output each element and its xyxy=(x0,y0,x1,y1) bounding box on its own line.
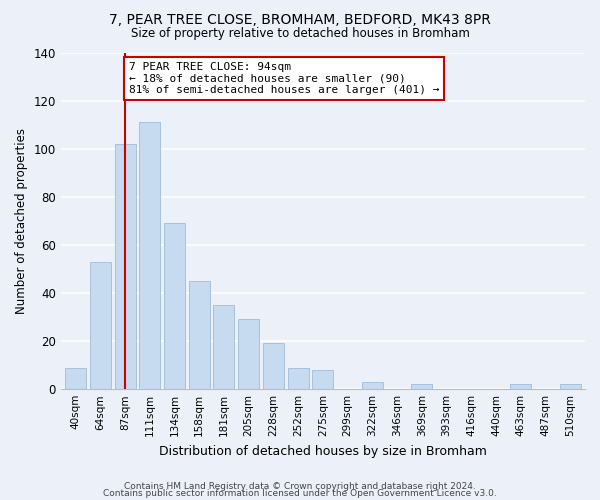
Bar xyxy=(287,368,308,389)
Bar xyxy=(214,305,235,389)
X-axis label: Distribution of detached houses by size in Bromham: Distribution of detached houses by size … xyxy=(159,444,487,458)
Text: 7 PEAR TREE CLOSE: 94sqm
← 18% of detached houses are smaller (90)
81% of semi-d: 7 PEAR TREE CLOSE: 94sqm ← 18% of detach… xyxy=(129,62,439,96)
Bar xyxy=(411,384,433,389)
Bar xyxy=(362,382,383,389)
Bar xyxy=(65,368,86,389)
Bar xyxy=(263,344,284,389)
Text: 7, PEAR TREE CLOSE, BROMHAM, BEDFORD, MK43 8PR: 7, PEAR TREE CLOSE, BROMHAM, BEDFORD, MK… xyxy=(109,12,491,26)
Bar xyxy=(139,122,160,389)
Bar xyxy=(115,144,136,389)
Bar xyxy=(313,370,334,389)
Text: Size of property relative to detached houses in Bromham: Size of property relative to detached ho… xyxy=(131,28,469,40)
Text: Contains HM Land Registry data © Crown copyright and database right 2024.: Contains HM Land Registry data © Crown c… xyxy=(124,482,476,491)
Bar xyxy=(560,384,581,389)
Bar xyxy=(510,384,531,389)
Bar xyxy=(90,262,111,389)
Text: Contains public sector information licensed under the Open Government Licence v3: Contains public sector information licen… xyxy=(103,490,497,498)
Bar xyxy=(189,281,210,389)
Y-axis label: Number of detached properties: Number of detached properties xyxy=(15,128,28,314)
Bar xyxy=(238,320,259,389)
Bar xyxy=(164,223,185,389)
